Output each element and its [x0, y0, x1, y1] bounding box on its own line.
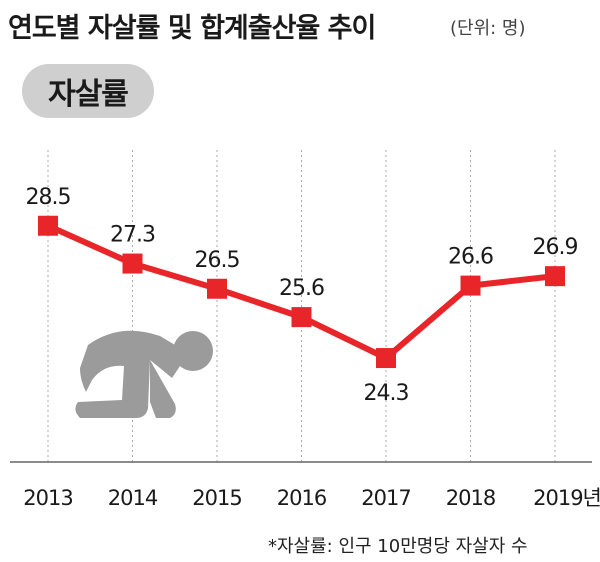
x-tick-label-2016: 2016 [277, 486, 327, 510]
x-tick-label-2017: 2017 [361, 486, 410, 510]
data-point-2016 [291, 307, 312, 328]
data-point-2017 [376, 348, 396, 369]
value-label-2016: 25.6 [279, 276, 324, 301]
footnote: *자살률: 인구 10만명당 자살자 수 [268, 536, 528, 557]
value-label-2019: 26.9 [533, 235, 578, 260]
data-point-2013 [38, 215, 58, 236]
unit-label: (단위: 명) [450, 18, 526, 39]
x-tick-label-2014: 2014 [108, 486, 158, 510]
value-label-2017: 24.3 [364, 381, 409, 406]
value-label-2013: 28.5 [26, 185, 71, 210]
data-point-2014 [122, 253, 143, 274]
value-label-2014: 27.3 [110, 223, 155, 248]
value-label-2015: 26.5 [195, 248, 240, 273]
data-point-2015 [207, 278, 227, 299]
data-point-2019 [545, 266, 565, 287]
x-tick-label-2019: 2019년 [533, 486, 600, 510]
x-tick-label-2015: 2015 [192, 486, 241, 510]
chart-title: 연도별 자살률 및 합계출산율 추이 [8, 13, 376, 44]
series-badge: 자살률 [22, 64, 154, 118]
kneeling-person-icon [75, 330, 213, 418]
data-point-2018 [460, 275, 481, 296]
value-label-2018: 26.6 [448, 245, 493, 270]
x-tick-label-2018: 2018 [446, 486, 495, 510]
x-tick-label-2013: 2013 [23, 486, 72, 510]
